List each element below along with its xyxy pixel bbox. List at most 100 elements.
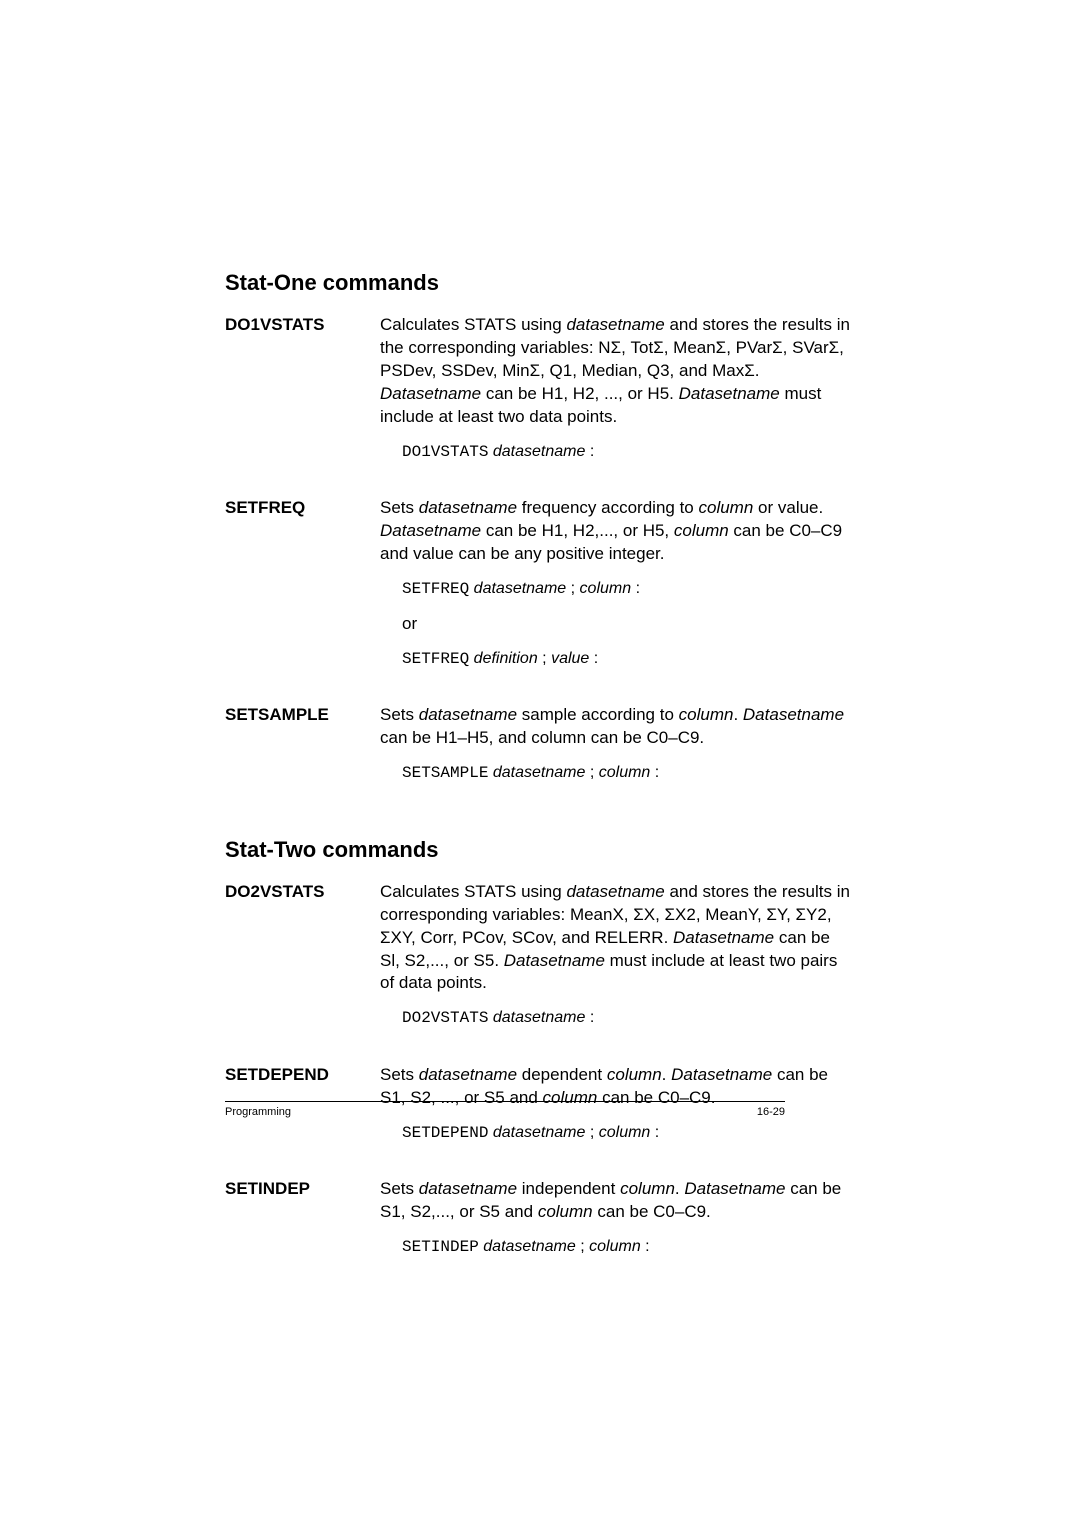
- term-setdepend: SETDEPEND: [225, 1064, 380, 1085]
- desc-text: Calculates STATS using datasetname and s…: [380, 314, 850, 429]
- colon: :: [645, 1238, 649, 1255]
- colon: :: [590, 1009, 594, 1026]
- text-italic: datasetname: [419, 1179, 517, 1198]
- text: .: [675, 1179, 684, 1198]
- desc-setfreq: Sets datasetname frequency according to …: [380, 497, 850, 682]
- text: dependent: [517, 1065, 607, 1084]
- page: Stat-One commands DO1VSTATS Calculates S…: [0, 0, 1080, 1528]
- syntax-do2vstats: DO2VSTATS datasetname :: [402, 1007, 850, 1030]
- syntax-arg: datasetname: [493, 764, 586, 781]
- text-italic: Datasetname: [380, 521, 481, 540]
- text: Calculates STATS using: [380, 315, 566, 334]
- text-italic: datasetname: [419, 1065, 517, 1084]
- text: Calculates STATS using: [380, 882, 566, 901]
- footer-left: Programming: [225, 1106, 291, 1118]
- syntax-setdepend: SETDEPEND datasetname ; column :: [402, 1122, 850, 1145]
- text-italic: datasetname: [566, 315, 664, 334]
- syntax-arg: datasetname: [493, 1124, 586, 1141]
- term-setindep: SETINDEP: [225, 1178, 380, 1199]
- text-italic: Datasetname: [504, 951, 605, 970]
- desc-text: Sets datasetname sample according to col…: [380, 704, 850, 750]
- syntax-arg: column: [599, 764, 651, 781]
- text: or value.: [753, 498, 823, 517]
- text-italic: column: [607, 1065, 662, 1084]
- entry-do2vstats: DO2VSTATS Calculates STATS using dataset…: [225, 881, 850, 1042]
- text: can be H1, H2, ..., or H5.: [481, 384, 678, 403]
- text-italic: Datasetname: [679, 384, 780, 403]
- footer-rule: [225, 1101, 785, 1102]
- text-italic: Datasetname: [743, 705, 844, 724]
- syntax-cmd: SETSAMPLE: [402, 764, 488, 782]
- section-title-stat-two: Stat-Two commands: [225, 837, 850, 863]
- text: can be C0–C9.: [593, 1202, 711, 1221]
- desc-setindep: Sets datasetname independent column. Dat…: [380, 1178, 850, 1270]
- text-italic: datasetname: [419, 498, 517, 517]
- syntax-cmd: DO2VSTATS: [402, 1009, 488, 1027]
- text-italic: column: [679, 705, 734, 724]
- text: frequency according to: [517, 498, 698, 517]
- text: can be H1–H5, and column can be C0–C9.: [380, 728, 704, 747]
- text-italic: datasetname: [566, 882, 664, 901]
- entry-setfreq: SETFREQ Sets datasetname frequency accor…: [225, 497, 850, 682]
- syntax-arg: datasetname: [483, 1238, 576, 1255]
- colon: :: [594, 650, 598, 667]
- content-area: Stat-One commands DO1VSTATS Calculates S…: [225, 270, 850, 1293]
- text: can be C0–C9.: [597, 1088, 715, 1107]
- desc-text: Calculates STATS using datasetname and s…: [380, 881, 850, 996]
- text: Sets: [380, 1179, 419, 1198]
- colon: :: [590, 443, 594, 460]
- text: Sets: [380, 705, 419, 724]
- syntax-arg: column: [580, 580, 632, 597]
- term-setfreq: SETFREQ: [225, 497, 380, 518]
- entry-do1vstats: DO1VSTATS Calculates STATS using dataset…: [225, 314, 850, 475]
- colon: :: [655, 1124, 659, 1141]
- syntax-cmd: DO1VSTATS: [402, 443, 488, 461]
- semi: ;: [580, 1238, 584, 1255]
- syntax-arg: datasetname: [493, 443, 586, 460]
- colon: :: [655, 764, 659, 781]
- syntax-arg: datasetname: [474, 580, 567, 597]
- entry-setindep: SETINDEP Sets datasetname independent co…: [225, 1178, 850, 1270]
- section-title-stat-one: Stat-One commands: [225, 270, 850, 296]
- syntax-arg: column: [589, 1238, 641, 1255]
- footer-page-number: 16-29: [757, 1106, 785, 1118]
- semi: ;: [590, 764, 594, 781]
- text: Sets: [380, 498, 419, 517]
- colon: :: [636, 580, 640, 597]
- text: .: [662, 1065, 671, 1084]
- text: .: [733, 705, 742, 724]
- desc-text: Sets datasetname frequency according to …: [380, 497, 850, 566]
- syntax-arg: column: [599, 1124, 651, 1141]
- text-italic: Datasetname: [673, 928, 774, 947]
- text: Sets: [380, 1065, 419, 1084]
- syntax-cmd: SETINDEP: [402, 1238, 479, 1256]
- entry-setsample: SETSAMPLE Sets datasetname sample accord…: [225, 704, 850, 796]
- text-italic: Datasetname: [684, 1179, 785, 1198]
- syntax-arg: definition: [474, 650, 538, 667]
- text: independent: [517, 1179, 620, 1198]
- semi: ;: [542, 650, 546, 667]
- desc-text: Sets datasetname independent column. Dat…: [380, 1178, 850, 1224]
- syntax-cmd: SETFREQ: [402, 650, 469, 668]
- term-do2vstats: DO2VSTATS: [225, 881, 380, 902]
- syntax-setindep: SETINDEP datasetname ; column :: [402, 1236, 850, 1259]
- term-do1vstats: DO1VSTATS: [225, 314, 380, 335]
- text-italic: Datasetname: [671, 1065, 772, 1084]
- syntax-setfreq-2: SETFREQ definition ; value :: [402, 648, 850, 671]
- semi: ;: [571, 580, 575, 597]
- syntax-cmd: SETDEPEND: [402, 1124, 488, 1142]
- desc-do1vstats: Calculates STATS using datasetname and s…: [380, 314, 850, 475]
- text-italic: datasetname: [419, 705, 517, 724]
- syntax-arg: value: [551, 650, 589, 667]
- syntax-arg: datasetname: [493, 1009, 586, 1026]
- syntax-setsample: SETSAMPLE datasetname ; column :: [402, 762, 850, 785]
- text-italic: column: [543, 1088, 598, 1107]
- term-setsample: SETSAMPLE: [225, 704, 380, 725]
- semi: ;: [590, 1124, 594, 1141]
- text-italic: column: [538, 1202, 593, 1221]
- text-italic: column: [699, 498, 754, 517]
- desc-text: Sets datasetname dependent column. Datas…: [380, 1064, 850, 1110]
- or-text: or: [402, 613, 850, 636]
- syntax-setfreq-1: SETFREQ datasetname ; column :: [402, 578, 850, 601]
- text-italic: column: [620, 1179, 675, 1198]
